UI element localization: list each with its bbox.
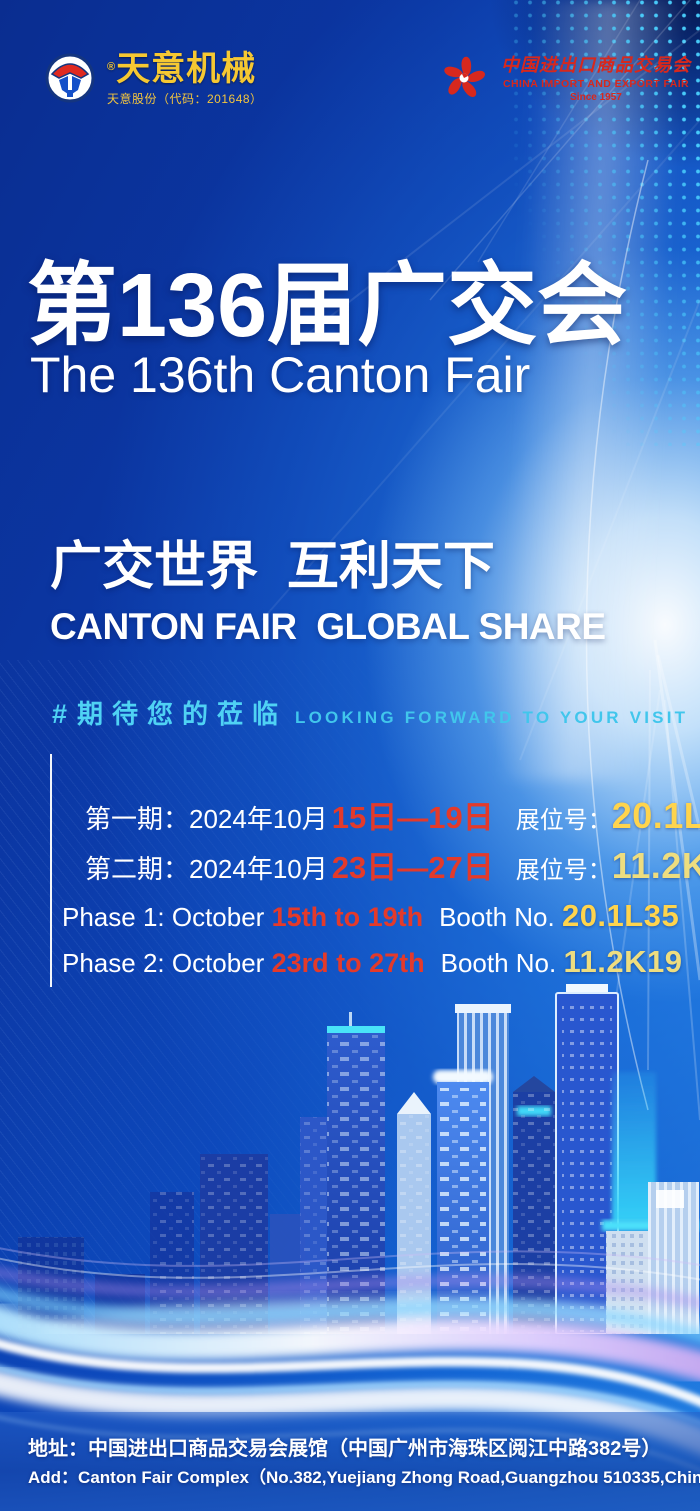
halftone-dots-pattern bbox=[509, 0, 700, 446]
visit-text-en: LOOKING FORWARD TO YOUR VISIT bbox=[295, 708, 689, 727]
main-title-en: The 136th Canton Fair bbox=[30, 347, 531, 403]
booth-label: 展位号： bbox=[515, 857, 612, 884]
schedule-row-en-phase1: Phase 1: October 15th to 19th Booth No. … bbox=[62, 898, 679, 934]
schedule-row-cn-phase2: 第二期：2024年10月 23日—27日 展位号： 11.2K19 bbox=[85, 842, 700, 887]
fair-logo: 中国进出口商品交易会 CHINA IMPORT AND EXPORT FAIR … bbox=[436, 48, 692, 108]
booth-label: 展位号： bbox=[515, 807, 612, 834]
city-skyline-illustration bbox=[18, 984, 700, 1334]
phase-prefix: 第一期：2024年10月 bbox=[85, 804, 328, 834]
visit-line: # 期待您的莅临 LOOKING FORWARD TO YOUR VISIT bbox=[52, 694, 688, 731]
registered-mark: ® bbox=[107, 61, 117, 73]
phase-dates: 15日—19日 bbox=[331, 800, 494, 835]
fair-name-en: CHINA IMPORT AND EXPORT FAIR bbox=[502, 77, 689, 90]
company-name: 天意机械 bbox=[116, 50, 257, 88]
address-cn: 地址：中国进出口商品交易会展馆（中国广州市海珠区阅江中路382号） bbox=[28, 1438, 662, 1460]
schedule-row-cn-phase1: 第一期：2024年10月 15日—19日 展位号： 20.1L35 bbox=[85, 792, 700, 837]
company-logo: ®天意机械 天意股份（代码：201648） bbox=[44, 50, 263, 107]
fair-flower-icon bbox=[444, 56, 485, 97]
booth-number: 20.1L35 bbox=[611, 795, 700, 836]
phase-prefix: Phase 1: October bbox=[62, 902, 272, 932]
fair-name-cn: 中国进出口商品交易会 bbox=[501, 54, 691, 75]
phase-dates: 15th to 19th bbox=[271, 902, 424, 932]
main-title-cn: 第136届广交会 bbox=[27, 256, 628, 356]
phase-dates: 23rd to 27th bbox=[271, 948, 425, 978]
phase-prefix: 第二期：2024年10月 bbox=[85, 854, 328, 884]
fair-since: Since 1957 bbox=[570, 91, 622, 103]
booth-number: 11.2K19 bbox=[563, 944, 683, 979]
hash-symbol: # bbox=[52, 699, 68, 729]
slogan-cn: 广交世界 互利天下 bbox=[50, 538, 495, 596]
booth-label: Booth No. bbox=[440, 948, 564, 978]
phase-dates: 23日—27日 bbox=[331, 850, 494, 885]
company-subtitle: 天意股份（代码：201648） bbox=[107, 92, 263, 106]
visit-text-cn: 期待您的莅临 bbox=[77, 699, 288, 729]
light-waves bbox=[0, 1247, 700, 1473]
slogan-en: CANTON FAIR GLOBAL SHARE bbox=[50, 606, 606, 647]
booth-number: 20.1L35 bbox=[561, 898, 680, 933]
schedule-row-en-phase2: Phase 2: October 23rd to 27th Booth No. … bbox=[62, 944, 682, 980]
address-en: Add：Canton Fair Complex（No.382,Yuejiang … bbox=[28, 1468, 700, 1487]
phase-prefix: Phase 2: October bbox=[62, 948, 272, 978]
schedule-divider-line bbox=[50, 754, 52, 987]
footer-background bbox=[0, 1412, 700, 1511]
company-logo-icon bbox=[45, 53, 95, 103]
booth-label: Booth No. bbox=[439, 902, 562, 932]
booth-number: 11.2K19 bbox=[611, 845, 700, 886]
